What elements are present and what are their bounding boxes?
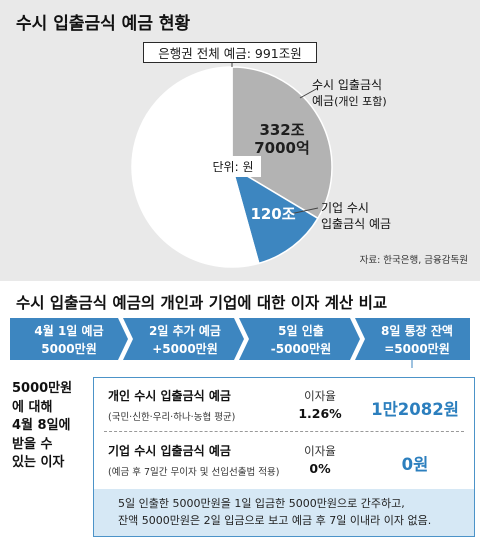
- source-note: 자료: 한국은행, 금융감독원: [359, 255, 468, 266]
- step-2: 2일 추가 예금 +5000만원: [132, 322, 238, 358]
- timeline-step-2: [123, 318, 244, 360]
- slice-value-personal-line2: 7000억: [254, 139, 310, 157]
- step-4-line1: 8일 통장 잔액: [381, 324, 453, 338]
- step-2-line1: 2일 추가 예금: [149, 324, 221, 338]
- total-deposit-label: 은행권 전체 예금: 991조원: [143, 42, 317, 63]
- leader-line-personal: [299, 87, 319, 99]
- slice-label-personal-line2-wrap: 예금(개인 포함): [312, 93, 387, 110]
- timeline-step-1: [10, 318, 128, 360]
- slice-value-personal-line1: 332조: [259, 121, 305, 139]
- explanation-note: 5일 인출한 5000만원을 1일 입금한 5000만원으로 간주하고, 잔액 …: [94, 489, 474, 536]
- pie-chart: [131, 63, 333, 268]
- row-corp-rate: 0%: [309, 461, 331, 476]
- step-1: 4월 1일 예금 5000만원: [14, 322, 124, 358]
- unit-label: 단위: 원: [205, 156, 261, 177]
- row-personal-rate-label: 이자율: [304, 389, 336, 403]
- note-line2: 잔액 5000만원은 2일 입금으로 보고 예금 후 7일 이내라 이자 없음.: [118, 514, 432, 527]
- row-corp-rate-label: 이자율: [304, 444, 336, 458]
- slice-label-corp: 기업 수시 입출금식 예금: [321, 200, 391, 232]
- side-caption-line: 있는 이자: [12, 455, 65, 470]
- chart-title: 수시 입출금식 예금 현황: [16, 14, 191, 34]
- row-corp-interest: 0원: [401, 455, 429, 474]
- row-corp-sub: (예금 후 7일간 무이자 및 선입선출법 적용): [108, 467, 280, 478]
- step-3-line1: 5일 인출: [278, 324, 324, 338]
- row-personal-rate: 1.26%: [298, 406, 342, 421]
- step-3: 5일 인출 -5000만원: [248, 322, 354, 358]
- slice-value-personal: 332조 7000억: [250, 121, 314, 157]
- comparison-title: 수시 입출금식 예금의 개인과 기업에 대한 이자 계산 비교: [16, 294, 388, 312]
- pie-slice-other: [131, 66, 260, 268]
- slice-label-corp-line1: 기업 수시: [321, 201, 369, 215]
- row-divider: [104, 431, 464, 432]
- step-4-line2: =5000만원: [384, 342, 450, 356]
- slice-label-corp-line2: 입출금식 예금: [321, 217, 392, 231]
- side-caption-line: 에 대해: [12, 399, 53, 415]
- step-1-line2: 5000만원: [41, 342, 97, 356]
- pie-slice-personal: [231, 66, 333, 220]
- comparison-table: 개인 수시 입출금식 예금 (국민·신한·우리·하나·농협 평균) 이자율 1.…: [93, 377, 475, 537]
- side-caption: 5000만원 에 대해 4월 8일에 받을 수 있는 이자: [12, 380, 72, 473]
- slice-label-personal-line1: 수시 입출금식: [312, 78, 383, 92]
- step-4: 8일 통장 잔액 =5000만원: [364, 322, 470, 358]
- timeline-steps: [10, 318, 470, 368]
- note-line1: 5일 인출한 5000만원을 1일 입금한 5000만원으로 간주하고,: [118, 497, 405, 510]
- step-3-line2: -5000만원: [270, 342, 332, 356]
- step-2-line2: +5000만원: [152, 342, 218, 356]
- slice-value-corp: 120조: [250, 205, 296, 223]
- row-personal-interest: 1만2082원: [371, 400, 459, 419]
- leader-line-corp: [289, 207, 319, 215]
- timeline-step-3: [239, 318, 360, 360]
- side-caption-line: 4월 8일에: [12, 418, 71, 433]
- slice-label-personal-line2: 예금: [312, 94, 335, 108]
- row-corp-title: 기업 수시 입출금식 예금: [108, 444, 231, 458]
- pie-slices: [131, 66, 333, 268]
- timeline-step-4: [355, 318, 470, 360]
- row-personal-sub: (국민·신한·우리·하나·농협 평균): [108, 412, 236, 423]
- side-caption-line: 받을 수: [12, 436, 53, 452]
- row-personal-title: 개인 수시 입출금식 예금: [108, 389, 231, 403]
- side-caption-line: 5000만원: [12, 381, 73, 396]
- slice-label-personal-suffix: (개인 포함): [334, 95, 387, 108]
- step-1-line1: 4월 1일 예금: [34, 324, 104, 338]
- slice-label-personal: 수시 입출금식 예금(개인 포함): [312, 77, 387, 110]
- pie-slice-corp: [230, 165, 319, 265]
